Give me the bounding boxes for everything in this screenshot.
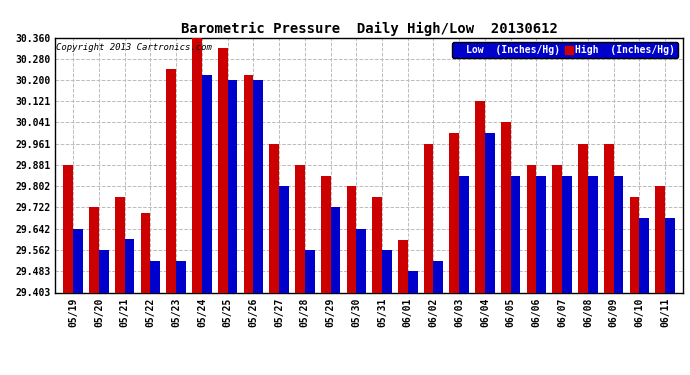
Bar (475, 101, 485, 292)
Bar (408, 271, 417, 292)
Bar (501, 123, 511, 292)
Bar (99, 250, 109, 292)
Bar (218, 48, 228, 292)
Bar (279, 186, 289, 292)
Bar (526, 165, 536, 292)
Text: Copyright 2013 Cartronics.com: Copyright 2013 Cartronics.com (56, 43, 212, 52)
Bar (253, 80, 263, 292)
Bar (424, 144, 433, 292)
Bar (269, 144, 279, 292)
Bar (398, 240, 408, 292)
Bar (166, 69, 176, 292)
Bar (553, 165, 562, 292)
Bar (150, 261, 160, 292)
Bar (449, 133, 460, 292)
Bar (460, 176, 469, 292)
Bar (578, 144, 588, 292)
Bar (321, 176, 331, 292)
Bar (613, 176, 623, 292)
Title: Barometric Pressure  Daily High/Low  20130612: Barometric Pressure Daily High/Low 20130… (181, 22, 558, 36)
Legend: Low  (Inches/Hg), High  (Inches/Hg): Low (Inches/Hg), High (Inches/Hg) (452, 42, 678, 58)
Bar (485, 133, 495, 292)
Bar (372, 197, 382, 292)
Bar (63, 165, 73, 292)
Bar (125, 240, 135, 292)
Bar (228, 80, 237, 292)
Bar (588, 176, 598, 292)
Bar (511, 176, 520, 292)
Bar (89, 207, 99, 292)
Bar (73, 229, 83, 292)
Bar (202, 75, 212, 292)
Bar (305, 250, 315, 292)
Bar (356, 229, 366, 292)
Bar (562, 176, 572, 292)
Bar (656, 186, 665, 292)
Bar (382, 250, 392, 292)
Bar (192, 38, 202, 292)
Bar (604, 144, 613, 292)
Bar (640, 218, 649, 292)
Bar (295, 165, 305, 292)
Bar (244, 75, 253, 292)
Bar (536, 176, 546, 292)
Bar (331, 207, 340, 292)
Bar (115, 197, 125, 292)
Bar (629, 197, 640, 292)
Bar (665, 218, 675, 292)
Bar (346, 186, 356, 292)
Bar (433, 261, 443, 292)
Bar (176, 261, 186, 292)
Bar (141, 213, 150, 292)
